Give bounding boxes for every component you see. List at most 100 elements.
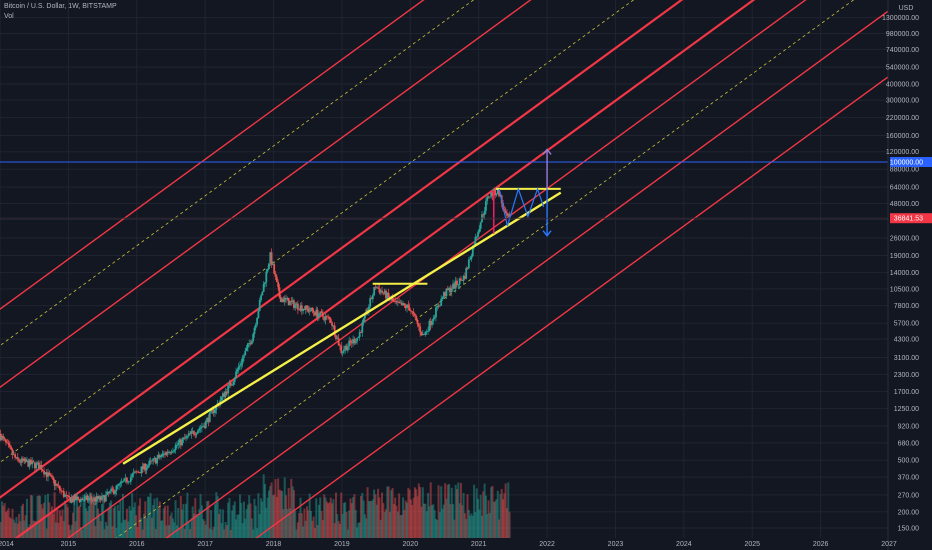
candle-body [341,351,344,353]
candle-body [352,339,355,344]
volume-bar [398,493,401,538]
volume-bar [162,508,165,538]
volume-bar [369,501,372,538]
time-tick-label: 2026 [813,541,829,548]
candle-body [420,332,423,336]
candle-body [240,363,243,366]
volume-bar [94,526,97,538]
price-tick-label: 740000.00 [886,47,919,54]
volume-bar [69,529,72,538]
candle-body [99,496,102,501]
volume-bar [240,502,243,538]
candle-body [465,268,468,279]
candle-body [37,462,40,469]
candle-body [16,457,19,460]
candle-body [102,495,105,497]
volume-bar [252,529,255,538]
candle-body [210,410,212,413]
volume-bar [340,492,343,538]
candle-body [106,491,109,495]
volume-bar [221,509,224,538]
volume-bar [362,500,365,538]
volume-bar [316,524,319,538]
candle-body [94,497,97,502]
channel-line-solid [149,0,905,550]
candle-body [433,317,436,319]
volume-bar [71,512,74,538]
candle-body [56,483,59,486]
volume-bar [373,489,376,538]
volume-bar [95,502,98,538]
candle-body [107,491,110,494]
volume-bar [408,489,411,538]
candle-body [220,396,223,401]
arrow-head-up [542,148,552,155]
volume-bar [254,505,257,538]
volume-bar [508,511,511,538]
volume-bar [39,495,42,538]
volume-bar [7,508,10,538]
candle-body [348,340,351,347]
volume-bar [107,507,110,538]
candle-body [335,335,337,340]
candle-body [423,333,426,335]
candle-body [353,339,356,344]
time-tick-label: 2016 [129,541,145,548]
volume-bar [102,495,105,538]
candle-body [11,449,14,455]
candle-body [93,497,95,501]
volume-bar [441,508,444,538]
candle-body [266,269,269,272]
volume-bar [466,494,469,538]
candle-body [45,472,48,477]
price-tick-label: 370.00 [898,475,920,482]
volume-bar [41,508,44,538]
volume-bar [270,482,273,538]
volume-bar [308,493,311,538]
candle-body [123,478,126,482]
volume-bar [431,505,434,538]
current-price-label: 36841.53 [894,216,923,223]
volume-bar [331,503,334,538]
candle-body [398,301,401,304]
price-tick-label: 26000.00 [890,235,919,242]
volume-bar [453,519,456,538]
volume-bar [378,497,381,538]
volume-bar [253,498,256,538]
volume-bar [90,492,93,538]
candle-body [179,439,182,446]
candle-body [400,302,403,306]
volume-bar [48,502,51,538]
candle-body [239,365,241,367]
volume-bar [336,514,339,538]
volume-bar [170,512,173,538]
candle-body [190,431,193,435]
volume-bar [359,495,362,538]
channel-line-solid [0,0,684,499]
candle-body [156,458,159,464]
volume-bar [474,512,477,538]
volume-bar [288,508,291,538]
candle-body [81,498,84,500]
volume-bar [33,521,36,538]
candle-body [323,316,326,321]
candle-body [446,288,449,291]
candle-body [211,409,214,411]
candle-body [356,337,358,342]
volume-bar [249,503,252,538]
volume-bar [400,514,403,538]
candle-body [95,496,98,502]
candle-body [175,445,178,446]
volume-bar [129,510,132,538]
price-tick-label: 3100.00 [894,355,919,362]
candle-body [77,496,80,500]
yellow-trendline [122,191,562,465]
candle-body [394,301,397,302]
candle-body [208,412,211,423]
candle-body [325,316,328,318]
candle-body [387,292,390,297]
volume-bar [82,494,85,538]
candle-body [474,236,477,247]
